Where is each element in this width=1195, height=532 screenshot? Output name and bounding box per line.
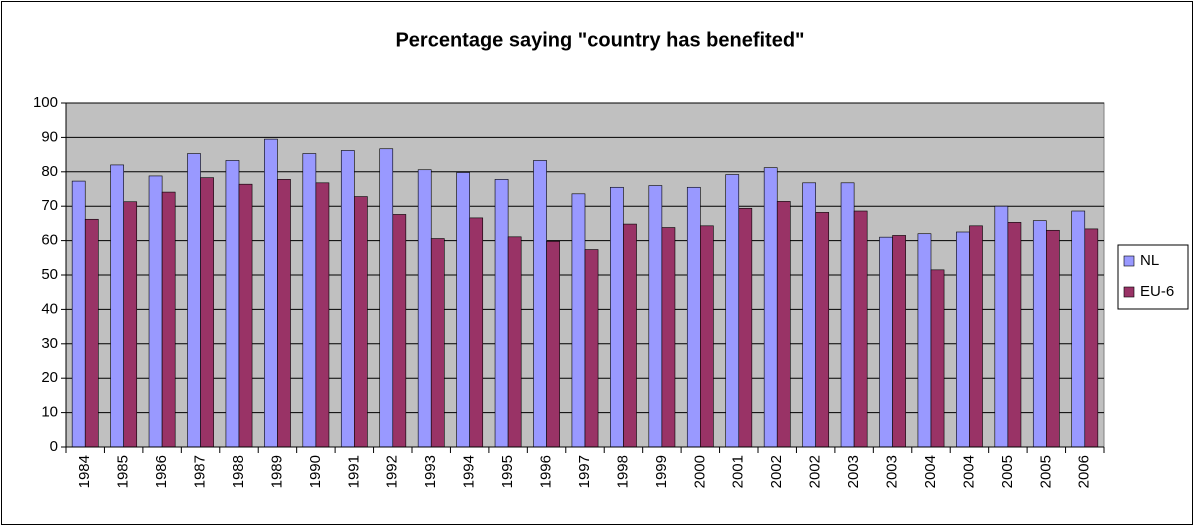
bar [148, 175, 163, 448]
bar [1046, 229, 1060, 448]
bar [892, 235, 906, 448]
x-tick-label: 1991 [345, 455, 362, 488]
y-tick-label: 70 [41, 197, 58, 214]
bar [238, 183, 253, 448]
bar [802, 182, 816, 448]
bar [1071, 210, 1086, 448]
bar [610, 186, 624, 448]
x-tick-label: 2002 [807, 455, 824, 488]
x-tick-label: 1990 [307, 455, 324, 488]
x-tick-label: 2005 [999, 455, 1016, 488]
bar [879, 236, 893, 448]
y-tick-label: 60 [41, 232, 58, 249]
x-tick-label: 2002 [768, 455, 785, 488]
legend-swatch [1123, 255, 1135, 267]
bar [546, 240, 560, 448]
legend-label: EU-6 [1140, 283, 1174, 300]
bar [661, 227, 676, 448]
bar [71, 180, 86, 448]
bar [315, 182, 330, 448]
bar [763, 167, 778, 448]
y-tick-label: 20 [41, 369, 58, 386]
bar [917, 233, 932, 448]
bar [379, 148, 394, 448]
chart-title: Percentage saying "country has benefited… [395, 29, 804, 51]
bar [392, 214, 407, 448]
legend-label: NL [1140, 252, 1159, 269]
y-tick-label: 100 [33, 94, 58, 111]
bar [776, 201, 791, 448]
x-tick-label: 2004 [922, 455, 939, 488]
x-tick-label: 2005 [1037, 455, 1054, 488]
bar [417, 169, 432, 448]
x-tick-label: 1984 [76, 455, 93, 488]
bar [623, 223, 637, 448]
bar [161, 191, 176, 448]
bar [571, 193, 586, 448]
bar [264, 138, 278, 448]
x-tick-label: 1993 [422, 455, 439, 488]
bar [725, 174, 740, 448]
y-tick-label: 0 [50, 438, 58, 455]
legend-box [1117, 244, 1189, 310]
x-tick-label: 1997 [576, 455, 593, 488]
x-tick-label: 1998 [614, 455, 631, 488]
bar [994, 205, 1009, 448]
bar [456, 172, 470, 448]
bar [123, 201, 138, 448]
bar [956, 231, 970, 448]
bar [507, 236, 522, 448]
x-tick-label: 1994 [461, 455, 478, 488]
bar [1032, 220, 1047, 448]
bar [84, 218, 99, 448]
y-tick-label: 80 [41, 163, 58, 180]
bar [430, 238, 445, 448]
bar [302, 153, 317, 448]
x-tick-label: 2006 [1076, 455, 1093, 488]
x-tick-label: 1988 [230, 455, 247, 488]
x-tick-label: 1987 [192, 455, 209, 488]
x-tick-label: 2001 [730, 455, 747, 488]
bar [110, 164, 124, 448]
bar [1007, 222, 1022, 448]
bar [853, 210, 868, 448]
bar [187, 153, 201, 448]
x-tick-label: 1992 [384, 455, 401, 488]
x-tick-label: 2004 [960, 455, 977, 488]
bar [469, 217, 484, 448]
bar [340, 150, 355, 448]
bar [686, 186, 701, 448]
y-tick-label: 30 [41, 335, 58, 352]
x-tick-label: 1989 [268, 455, 285, 488]
bar [1084, 228, 1099, 448]
bar [533, 160, 547, 448]
x-tick-label: 1985 [115, 455, 132, 488]
bar [494, 179, 509, 448]
bar [930, 269, 945, 448]
x-tick-label: 1996 [538, 455, 555, 488]
x-tick-label: 1995 [499, 455, 516, 488]
bar [277, 179, 291, 448]
bar [840, 182, 855, 448]
y-tick-label: 40 [41, 300, 58, 317]
bar [200, 177, 214, 448]
legend-swatch [1123, 286, 1135, 298]
bar [584, 249, 599, 448]
x-tick-label: 1986 [153, 455, 170, 488]
bar [700, 225, 714, 448]
y-tick-label: 10 [41, 404, 58, 421]
bar [815, 212, 830, 448]
bar [969, 225, 983, 448]
bar [648, 185, 663, 448]
bar [225, 160, 240, 448]
y-tick-label: 90 [41, 128, 58, 145]
bar [354, 196, 368, 448]
bar [738, 207, 753, 448]
x-tick-label: 1999 [653, 455, 670, 488]
y-tick-label: 50 [41, 266, 58, 283]
x-tick-label: 2000 [691, 455, 708, 488]
x-tick-label: 2003 [884, 455, 901, 488]
x-tick-label: 2003 [845, 455, 862, 488]
